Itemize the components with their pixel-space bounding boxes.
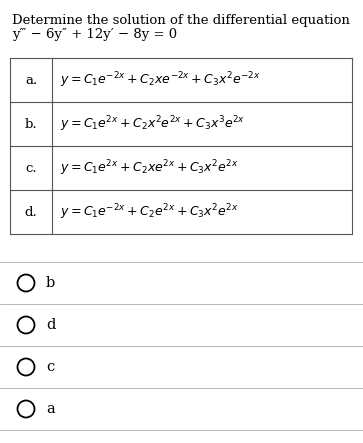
Text: a.: a. — [25, 74, 37, 86]
Text: $y = C_1e^{2x} + C_2x^2e^{2x} + C_3x^3e^{2x}$: $y = C_1e^{2x} + C_2x^2e^{2x} + C_3x^3e^… — [60, 114, 245, 134]
Text: $y = C_1e^{2x} + C_2xe^{2x} + C_3x^2e^{2x}$: $y = C_1e^{2x} + C_2xe^{2x} + C_3x^2e^{2… — [60, 158, 239, 178]
Text: c: c — [46, 360, 54, 374]
Text: Determine the solution of the differential equation: Determine the solution of the differenti… — [12, 14, 350, 27]
Text: d: d — [46, 318, 56, 332]
Text: y‴ − 6y″ + 12y′ − 8y = 0: y‴ − 6y″ + 12y′ − 8y = 0 — [12, 28, 177, 41]
Text: $y = C_1e^{-2x} + C_2e^{2x} + C_3x^2e^{2x}$: $y = C_1e^{-2x} + C_2e^{2x} + C_3x^2e^{2… — [60, 202, 239, 222]
Text: d.: d. — [25, 206, 37, 218]
Text: c.: c. — [25, 162, 37, 175]
Text: a: a — [46, 402, 55, 416]
Text: $y = C_1e^{-2x} + C_2xe^{-2x} + C_3x^2e^{-2x}$: $y = C_1e^{-2x} + C_2xe^{-2x} + C_3x^2e^… — [60, 70, 261, 90]
Text: b.: b. — [25, 117, 37, 131]
Text: b: b — [46, 276, 55, 290]
